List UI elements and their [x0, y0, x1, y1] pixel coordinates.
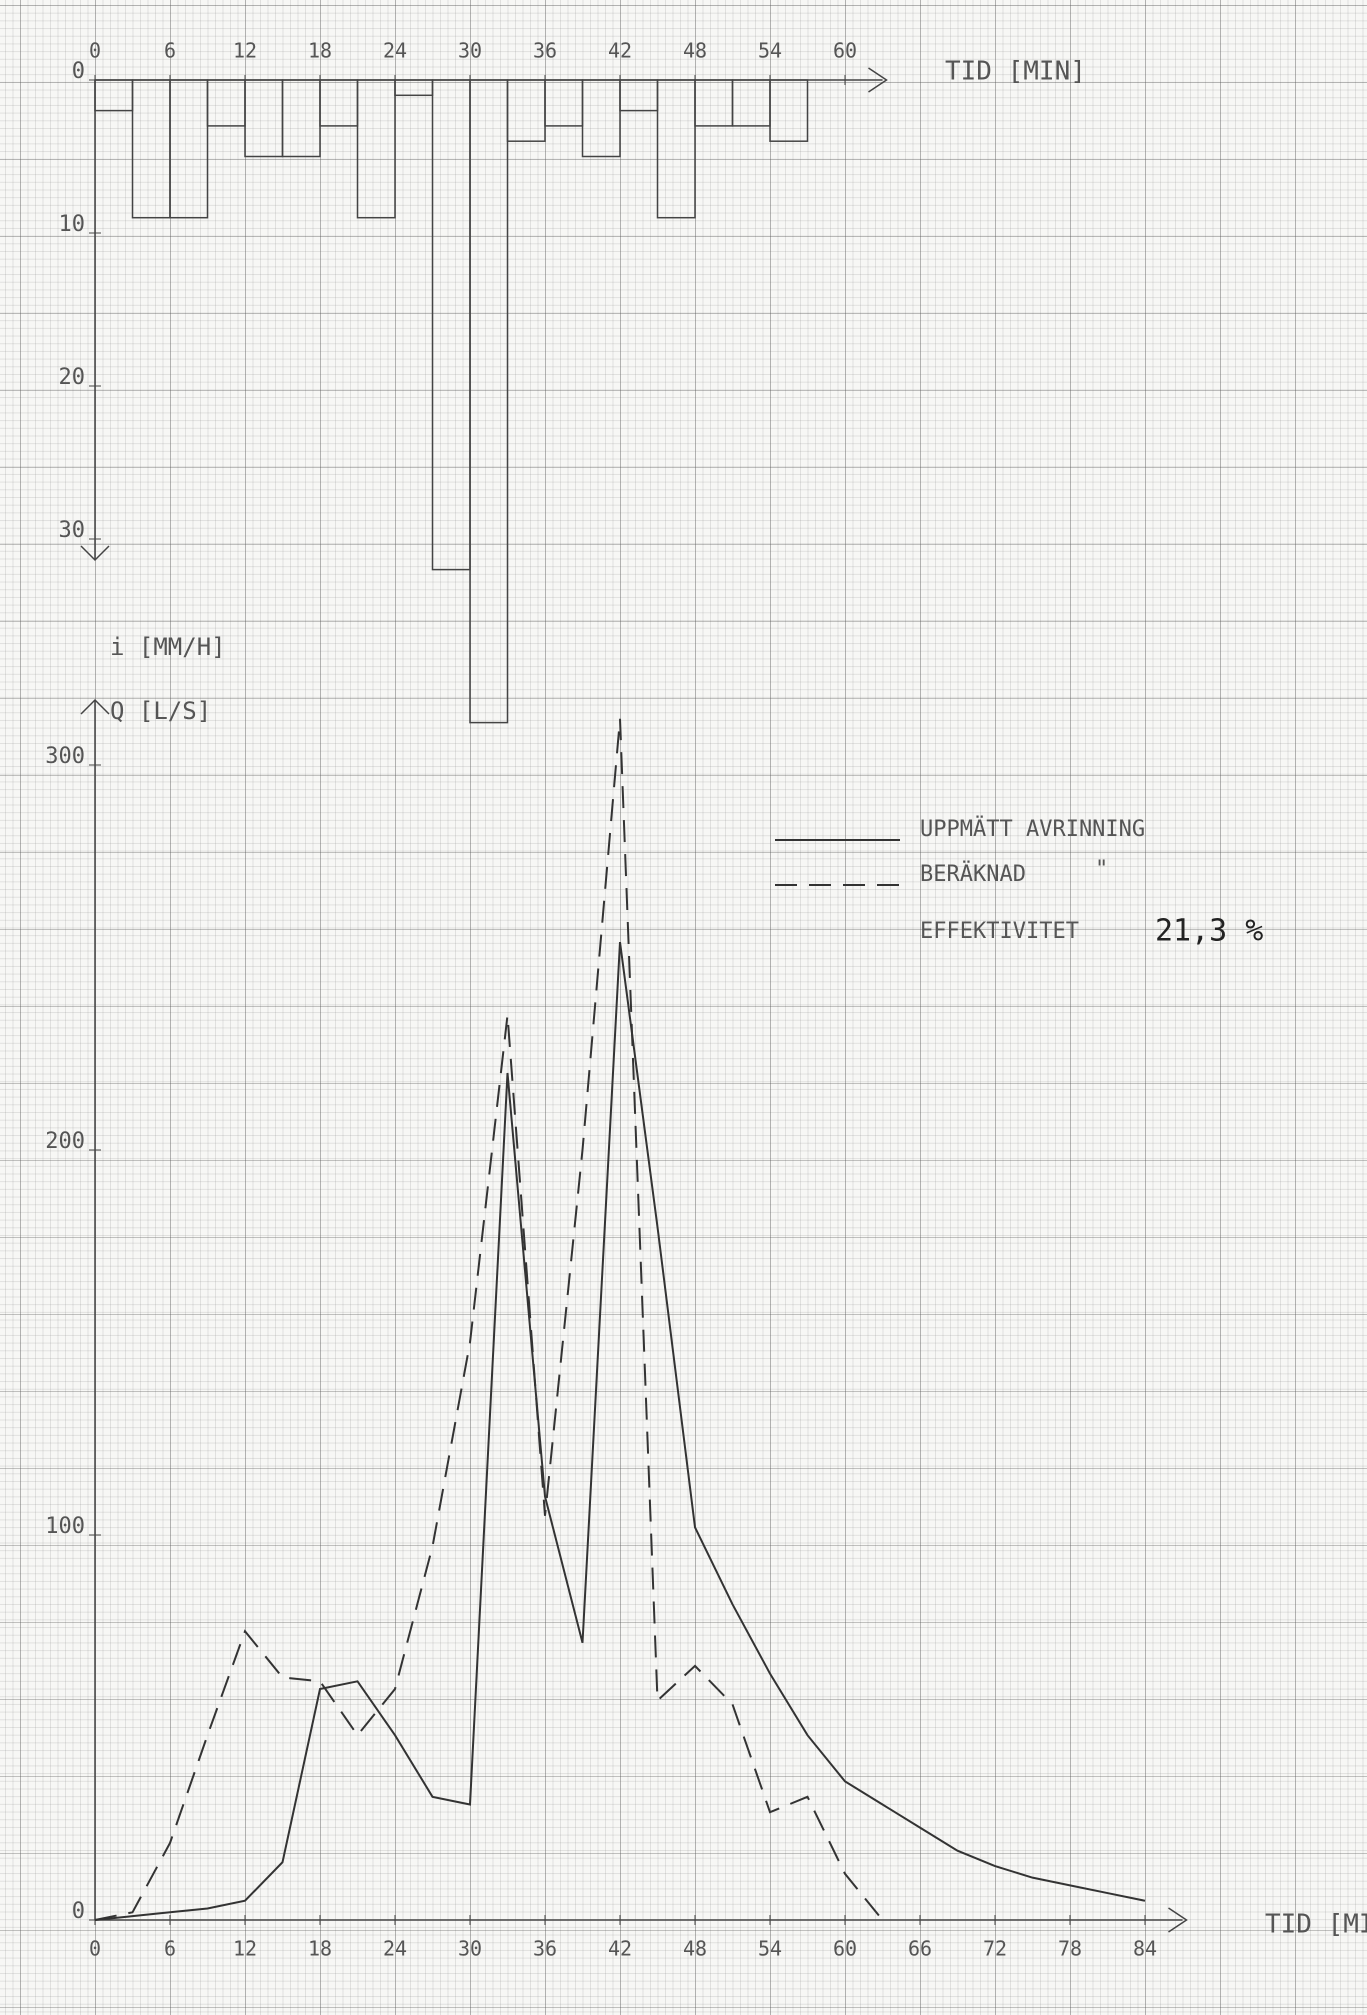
- bar: [319, 79, 359, 127]
- x-tick-label: 60: [833, 39, 857, 63]
- bar: [244, 79, 284, 158]
- bar: [281, 79, 321, 158]
- y-axis-label: Q [L/S]: [110, 697, 211, 725]
- bar: [619, 79, 659, 112]
- x-tick-label: 48: [683, 1937, 707, 1961]
- x-tick-label: 60: [833, 1937, 857, 1961]
- x-tick-label: 12: [233, 1937, 257, 1961]
- annotation: EFFEKTIVITET: [920, 919, 1079, 944]
- x-tick-label: 18: [308, 39, 332, 63]
- x-tick-label: 24: [383, 39, 407, 63]
- bar: [169, 79, 209, 219]
- bar: [544, 79, 584, 127]
- x-tick-label: 12: [233, 39, 257, 63]
- x-tick-label: 30: [458, 39, 482, 63]
- x-tick-label: 84: [1133, 1937, 1157, 1961]
- x-tick-label: 36: [533, 1937, 557, 1961]
- x-tick-label: 54: [758, 39, 782, 63]
- x-axis-arrow: [868, 67, 888, 93]
- y-tick-label: 20: [59, 365, 86, 390]
- y-axis-arrow: [80, 698, 110, 715]
- bar: [506, 79, 546, 142]
- bar: [206, 79, 246, 127]
- y-axis-arrow: [80, 545, 110, 562]
- bar: [356, 79, 396, 219]
- x-tick-label: 0: [89, 39, 101, 63]
- bar: [469, 79, 509, 724]
- x-tick-label: 54: [758, 1937, 782, 1961]
- annotation: 21,3 %: [1155, 914, 1263, 949]
- legend-label: UPPMÄTT AVRINNING: [920, 816, 1145, 842]
- series-line: [94, 941, 1146, 1921]
- x-axis-label: TID [MIN]: [945, 57, 1086, 87]
- x-tick-label: 6: [164, 39, 176, 63]
- bar: [394, 79, 434, 97]
- bar: [694, 79, 734, 127]
- y-tick-label: 100: [45, 1514, 85, 1539]
- legend-label: BERÄKNAD: [920, 861, 1026, 887]
- y-tick-label: 200: [45, 1129, 85, 1154]
- x-tick-label: 36: [533, 39, 557, 63]
- x-tick-label: 6: [164, 1937, 176, 1961]
- y-tick-label: 10: [59, 212, 86, 237]
- bar: [131, 79, 171, 219]
- bar: [581, 79, 621, 158]
- ditto-mark: ": [1095, 857, 1108, 882]
- y-tick-label: 30: [59, 518, 86, 543]
- x-tick-label: 0: [89, 1937, 101, 1961]
- bar: [769, 79, 809, 142]
- x-axis-label: TID [MIN]: [1265, 1910, 1367, 1940]
- x-tick-label: 42: [608, 1937, 632, 1961]
- y-axis-label: i [MM/H]: [110, 633, 226, 661]
- x-tick-label: 72: [983, 1937, 1007, 1961]
- bar: [656, 79, 696, 219]
- x-tick-label: 48: [683, 39, 707, 63]
- series-line: [94, 718, 884, 1921]
- y-tick-label: 0: [72, 1899, 85, 1924]
- y-tick-label: 300: [45, 744, 85, 769]
- bar: [94, 79, 134, 112]
- x-tick-label: 78: [1058, 1937, 1082, 1961]
- bar: [731, 79, 771, 127]
- x-tick-label: 66: [908, 1937, 932, 1961]
- y-tick-label: 0: [72, 59, 85, 84]
- x-tick-label: 24: [383, 1937, 407, 1961]
- bar: [431, 79, 471, 571]
- x-tick-label: 30: [458, 1937, 482, 1961]
- x-axis-arrow: [1168, 1907, 1188, 1933]
- x-tick-label: 18: [308, 1937, 332, 1961]
- x-tick-label: 42: [608, 39, 632, 63]
